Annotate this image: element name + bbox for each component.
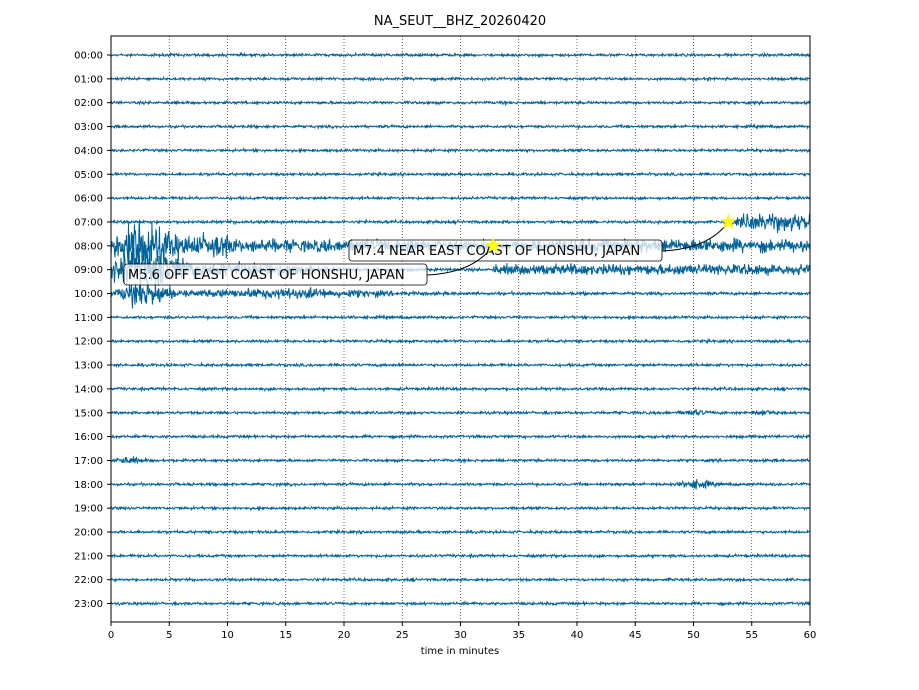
x-axis-ticks: 0 5 10 15 20 25 30 35 40 45 50 55 60 bbox=[108, 622, 817, 641]
y-tick-label: 22:00 bbox=[74, 575, 103, 586]
y-tick-label: 17:00 bbox=[74, 456, 103, 467]
y-tick-label: 01:00 bbox=[74, 74, 103, 85]
trace-0500 bbox=[110, 170, 811, 178]
event-label-box bbox=[348, 239, 663, 262]
x-tick-label: 5 bbox=[166, 630, 172, 641]
y-tick-label: 20:00 bbox=[74, 528, 103, 539]
y-axis-ticks: 00:00 01:00 02:00 03:00 04:00 05:00 06:00 07:00… bbox=[74, 51, 111, 610]
y-tick-label: 08:00 bbox=[74, 241, 103, 252]
y-tick-label: 13:00 bbox=[74, 361, 103, 372]
x-tick-label: 0 bbox=[108, 630, 114, 641]
y-tick-label: 03:00 bbox=[74, 122, 103, 133]
y-tick-label: 11:00 bbox=[74, 313, 103, 324]
y-tick-label: 14:00 bbox=[74, 384, 103, 395]
x-axis-label: time in minutes bbox=[421, 646, 500, 657]
x-tick-label: 40 bbox=[571, 630, 584, 641]
trace-2100 bbox=[110, 552, 811, 560]
seismic-traces bbox=[110, 51, 811, 608]
event-star-marker bbox=[720, 213, 737, 229]
trace-0100 bbox=[110, 75, 811, 83]
trace-1800 bbox=[110, 479, 811, 490]
trace-1300 bbox=[110, 361, 811, 369]
trace-2200 bbox=[110, 576, 811, 584]
y-tick-label: 16:00 bbox=[74, 432, 103, 443]
event-star-marker bbox=[484, 237, 502, 253]
y-tick-label: 06:00 bbox=[74, 194, 103, 205]
y-tick-label: 18:00 bbox=[74, 480, 103, 491]
y-tick-label: 02:00 bbox=[74, 98, 103, 109]
x-tick-label: 60 bbox=[804, 630, 817, 641]
trace-0000 bbox=[110, 51, 811, 59]
trace-0200 bbox=[110, 99, 811, 107]
trace-1500 bbox=[110, 408, 811, 417]
trace-0700 bbox=[110, 213, 811, 234]
trace-0300 bbox=[110, 123, 811, 131]
grid-lines bbox=[168, 36, 753, 622]
trace-1400 bbox=[110, 385, 811, 393]
y-tick-label: 19:00 bbox=[74, 504, 103, 515]
chart-title: NA_SEUT__BHZ_20260420 bbox=[374, 14, 546, 29]
y-tick-label: 09:00 bbox=[74, 265, 103, 276]
y-tick-label: 00:00 bbox=[74, 51, 103, 62]
y-tick-label: 04:00 bbox=[74, 146, 103, 157]
event-label-box bbox=[123, 263, 428, 286]
trace-1900 bbox=[110, 504, 811, 512]
x-tick-label: 50 bbox=[687, 630, 700, 641]
trace-1200 bbox=[110, 337, 811, 345]
y-tick-label: 12:00 bbox=[74, 337, 103, 348]
event-annotations: M7.4 NEAR EAST COAST OF HONSHU, JAPANM5.… bbox=[123, 213, 737, 286]
x-tick-label: 15 bbox=[279, 630, 292, 641]
y-tick-label: 15:00 bbox=[74, 408, 103, 419]
x-tick-label: 25 bbox=[396, 630, 409, 641]
y-tick-label: 07:00 bbox=[74, 217, 103, 228]
trace-1100 bbox=[110, 313, 811, 322]
trace-0400 bbox=[110, 146, 811, 154]
x-tick-label: 55 bbox=[745, 630, 758, 641]
trace-2000 bbox=[110, 528, 811, 536]
y-tick-label: 21:00 bbox=[74, 551, 103, 562]
trace-0600 bbox=[110, 194, 811, 202]
x-tick-label: 45 bbox=[629, 630, 642, 641]
x-tick-label: 20 bbox=[338, 630, 351, 641]
y-tick-label: 23:00 bbox=[74, 599, 103, 610]
y-tick-label: 05:00 bbox=[74, 170, 103, 181]
trace-1000 bbox=[110, 280, 811, 309]
x-tick-label: 10 bbox=[221, 630, 234, 641]
trace-1600 bbox=[110, 433, 811, 440]
trace-1700 bbox=[110, 456, 811, 465]
x-tick-label: 30 bbox=[454, 630, 467, 641]
trace-2300 bbox=[110, 599, 811, 608]
y-tick-label: 10:00 bbox=[74, 289, 103, 300]
x-tick-label: 35 bbox=[512, 630, 525, 641]
event-label: M5.6 OFF EAST COAST OF HONSHU, JAPAN bbox=[128, 268, 405, 283]
